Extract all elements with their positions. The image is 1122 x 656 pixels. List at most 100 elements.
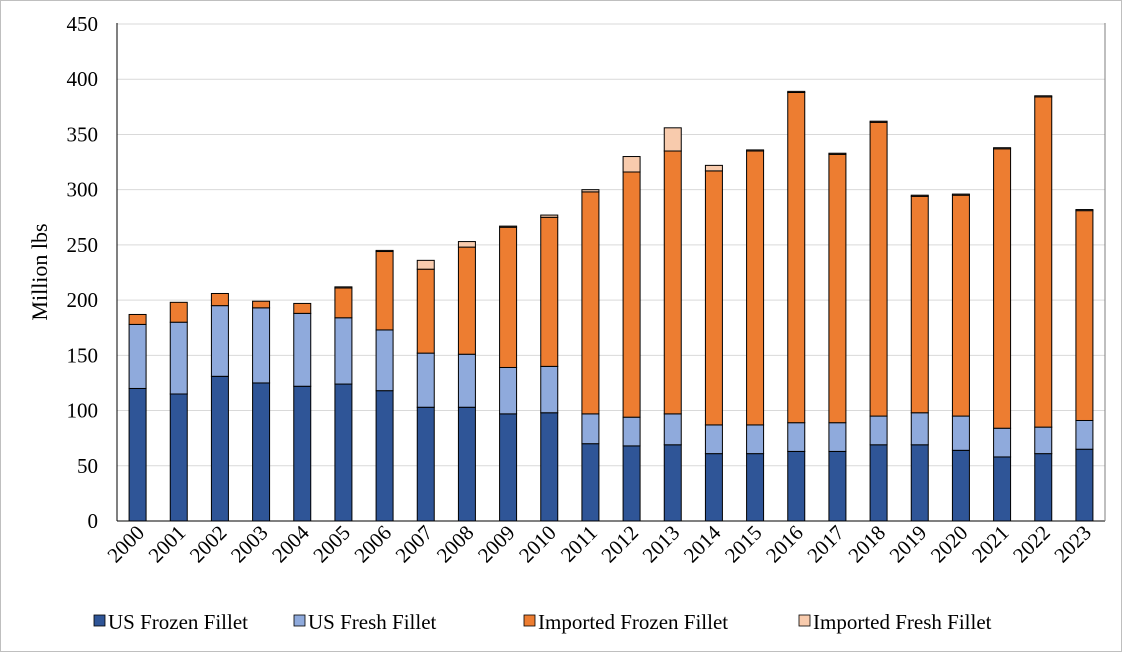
bar-segment-us-fresh-fillet (910, 412, 929, 446)
bar-segment-us-frozen-fillet (828, 450, 847, 522)
x-tick-label: 2021 (967, 521, 1014, 568)
y-tick-label: 350 (67, 122, 99, 146)
bar-segment-imported-frozen-fillet (293, 302, 312, 314)
bar-segment-imported-fresh-fillet (457, 241, 476, 248)
bar-segment-imported-fresh-fillet (540, 214, 559, 218)
bar-segment-us-frozen-fillet (210, 375, 229, 522)
y-tick-label: 450 (67, 12, 99, 36)
bar-segment-us-fresh-fillet (128, 323, 147, 389)
bar-segment-imported-frozen-fillet (540, 216, 559, 367)
x-tick-label: 2011 (556, 521, 602, 567)
bar-segment-us-fresh-fillet (1034, 426, 1053, 455)
bar-segment-us-fresh-fillet (951, 415, 970, 451)
y-tick-labels: 0 50 100 150 200 250 300 350 400 450 (67, 12, 99, 533)
legend: US Frozen Fillet US Fresh Fillet Imported … (93, 610, 992, 634)
bar-segment-imported-frozen-fillet (457, 246, 476, 355)
bar-segment-imported-fresh-fillet (622, 156, 641, 173)
x-tick-label: 2013 (638, 521, 685, 568)
y-axis-title: Million lbs (27, 223, 52, 320)
bar-segment-imported-frozen-fillet (746, 150, 765, 426)
bar-segment-us-fresh-fillet (746, 424, 765, 455)
bar-segment-imported-fresh-fillet (1034, 95, 1053, 98)
bar-segment-us-frozen-fillet (499, 413, 518, 522)
x-tick-label: 2004 (267, 520, 314, 567)
bar-segment-us-frozen-fillet (869, 444, 888, 522)
x-tick-label: 2006 (349, 521, 396, 568)
bar-segment-imported-frozen-fillet (622, 171, 641, 418)
bar-segment-imported-frozen-fillet (499, 226, 518, 368)
bar-segment-us-frozen-fillet (951, 449, 970, 522)
y-tick-label: 300 (67, 178, 99, 202)
bar-segment-imported-frozen-fillet (210, 292, 229, 307)
bars (128, 90, 1094, 522)
bar-segment-us-frozen-fillet (252, 382, 271, 522)
bar-segment-us-frozen-fillet (375, 390, 394, 522)
bar-segment-us-fresh-fillet (1075, 419, 1094, 450)
bar-segment-imported-frozen-fillet (416, 268, 435, 354)
bar-segment-us-fresh-fillet (622, 416, 641, 447)
bar-segment-us-fresh-fillet (293, 312, 312, 387)
bar-segment-imported-frozen-fillet (951, 194, 970, 417)
x-tick-label: 2014 (679, 520, 726, 567)
bar-segment-us-frozen-fillet (128, 387, 147, 522)
bar-segment-imported-fresh-fillet (1075, 209, 1094, 212)
gridlines (117, 23, 1105, 467)
legend-label: US Fresh Fillet (308, 610, 437, 634)
y-tick-label: 50 (77, 454, 98, 478)
bar-segment-imported-fresh-fillet (910, 194, 929, 197)
bar-segment-us-fresh-fillet (210, 305, 229, 377)
bar-segment-imported-frozen-fillet (128, 313, 147, 325)
bar-segment-us-fresh-fillet (499, 366, 518, 415)
y-tick-label: 0 (88, 509, 99, 533)
x-tick-label: 2009 (473, 521, 520, 568)
bar-segment-imported-fresh-fillet (663, 127, 682, 152)
legend-swatch (798, 614, 811, 627)
bar-segment-imported-fresh-fillet (375, 249, 394, 253)
x-tick-label: 2018 (843, 521, 890, 568)
bar-segment-us-frozen-fillet (581, 443, 600, 522)
x-tick-label: 2001 (144, 521, 191, 568)
legend-swatch (293, 614, 306, 627)
bar-segment-us-fresh-fillet (993, 427, 1012, 458)
bar-segment-us-frozen-fillet (1075, 448, 1094, 522)
bar-segment-us-fresh-fillet (375, 329, 394, 392)
y-tick-label: 400 (67, 67, 99, 91)
bar-segment-imported-frozen-fillet (252, 300, 271, 309)
bar-segment-imported-frozen-fillet (910, 195, 929, 414)
legend-label: Imported Frozen Fillet (538, 610, 728, 634)
x-tick-label: 2022 (1008, 521, 1055, 568)
x-tick-label: 2005 (308, 521, 355, 568)
legend-label: Imported Fresh Fillet (813, 610, 992, 634)
bar-segment-us-frozen-fillet (993, 456, 1012, 522)
bar-segment-imported-frozen-fillet (1034, 96, 1053, 428)
bar-segment-us-fresh-fillet (663, 413, 682, 446)
bar-segment-us-frozen-fillet (910, 444, 929, 522)
bar-segment-us-fresh-fillet (457, 353, 476, 408)
bar-segment-imported-frozen-fillet (993, 148, 1012, 429)
bar-segment-imported-frozen-fillet (828, 153, 847, 424)
bar-segment-us-frozen-fillet (293, 385, 312, 522)
bar-segment-imported-fresh-fillet (334, 286, 353, 289)
bar-segment-us-fresh-fillet (252, 307, 271, 384)
x-tick-label: 2002 (185, 521, 232, 568)
bar-segment-imported-frozen-fillet (334, 287, 353, 319)
bar-segment-imported-fresh-fillet (746, 149, 765, 152)
bar-segment-us-fresh-fillet (581, 413, 600, 445)
x-tick-label: 2020 (926, 521, 973, 568)
bar-segment-us-fresh-fillet (169, 321, 188, 395)
bar-segment-us-fresh-fillet (828, 422, 847, 452)
bar-segment-us-frozen-fillet (540, 412, 559, 522)
bar-segment-imported-fresh-fillet (993, 147, 1012, 150)
x-tick-label: 2017 (802, 521, 849, 568)
bar-segment-imported-fresh-fillet (869, 120, 888, 123)
x-tick-label: 2012 (596, 521, 643, 568)
x-tick-label: 2019 (885, 521, 932, 568)
y-tick-label: 100 (67, 399, 99, 423)
x-tick-label: 2000 (102, 521, 149, 568)
bar-segment-imported-frozen-fillet (375, 251, 394, 331)
bar-segment-imported-frozen-fillet (663, 150, 682, 415)
bar-segment-us-frozen-fillet (622, 445, 641, 522)
bar-segment-imported-fresh-fillet (416, 259, 435, 270)
x-tick-label: 2008 (432, 521, 479, 568)
